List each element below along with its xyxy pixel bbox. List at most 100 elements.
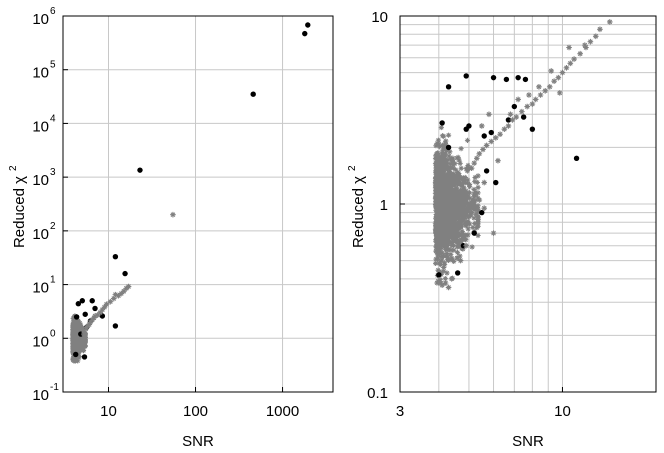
star-point bbox=[495, 157, 501, 164]
star-point bbox=[83, 326, 89, 332]
star-point bbox=[460, 233, 467, 239]
star-point bbox=[451, 258, 457, 265]
star-point bbox=[454, 255, 460, 261]
star-point bbox=[460, 175, 466, 181]
dot-point bbox=[122, 270, 128, 277]
star-point bbox=[445, 257, 452, 264]
star-point bbox=[439, 133, 446, 139]
y-axis-label-superscript: 2 bbox=[347, 165, 358, 171]
star-point bbox=[445, 190, 451, 196]
star-point bbox=[453, 191, 459, 197]
star-point bbox=[490, 230, 497, 236]
star-point bbox=[438, 269, 444, 275]
star-point bbox=[445, 284, 452, 291]
star-point bbox=[452, 160, 458, 167]
star-point bbox=[469, 244, 475, 250]
y-tick-labels: 0.1 1 10 bbox=[367, 9, 405, 402]
star-point bbox=[471, 194, 477, 200]
dot-point bbox=[488, 129, 494, 136]
star-point bbox=[70, 355, 76, 361]
star-point bbox=[437, 172, 443, 178]
star-point bbox=[445, 203, 451, 209]
star-point bbox=[597, 26, 603, 33]
star-point bbox=[103, 301, 110, 308]
star-point bbox=[112, 291, 119, 298]
star-point bbox=[446, 194, 452, 200]
star-point bbox=[440, 198, 447, 205]
star-point bbox=[447, 165, 453, 171]
star-point bbox=[444, 250, 450, 257]
star-point bbox=[448, 276, 455, 282]
star-point bbox=[440, 224, 447, 230]
star-point bbox=[440, 220, 447, 227]
star-point bbox=[475, 184, 481, 191]
star-point bbox=[472, 174, 478, 181]
star-point bbox=[451, 181, 457, 188]
star-point bbox=[437, 155, 443, 161]
star-point bbox=[439, 148, 446, 154]
star-point bbox=[470, 224, 476, 231]
star-point bbox=[79, 335, 86, 341]
star-point bbox=[444, 160, 450, 166]
star-point bbox=[435, 255, 441, 261]
star-point bbox=[439, 250, 445, 256]
star-point bbox=[460, 176, 466, 182]
star-point bbox=[433, 168, 439, 174]
star-point bbox=[450, 165, 456, 171]
dot-point bbox=[302, 30, 308, 37]
star-point bbox=[447, 222, 453, 228]
star-point bbox=[73, 329, 79, 335]
star-point bbox=[435, 233, 441, 239]
y-tick-label: 10 bbox=[32, 280, 49, 297]
star-point bbox=[446, 224, 452, 230]
star-point bbox=[438, 124, 444, 131]
star-point bbox=[437, 144, 443, 150]
star-point bbox=[452, 229, 458, 236]
star-point bbox=[456, 201, 462, 207]
star-point bbox=[445, 254, 451, 260]
star-point bbox=[440, 152, 446, 159]
star-point bbox=[473, 224, 480, 231]
star-point bbox=[436, 141, 442, 147]
star-point bbox=[436, 190, 443, 196]
y-tick-label: 10 bbox=[32, 226, 49, 243]
dot-point bbox=[463, 73, 469, 79]
dot-point bbox=[82, 311, 88, 317]
star-point bbox=[458, 189, 465, 195]
star-point bbox=[440, 172, 447, 179]
star-point bbox=[449, 242, 455, 249]
star-point bbox=[450, 173, 456, 179]
x-tick-label: 1000 bbox=[266, 403, 299, 420]
dot-point bbox=[573, 155, 580, 162]
star-point bbox=[436, 211, 442, 217]
star-point bbox=[439, 253, 445, 260]
star-point bbox=[475, 203, 481, 209]
star-point bbox=[435, 185, 442, 192]
star-point bbox=[70, 322, 76, 328]
star-point bbox=[462, 199, 468, 206]
star-point bbox=[445, 205, 451, 211]
dot-point bbox=[529, 126, 536, 132]
star-point bbox=[450, 200, 456, 206]
star-point bbox=[443, 138, 449, 144]
star-point bbox=[463, 197, 469, 203]
dot-point bbox=[250, 91, 256, 97]
star-point bbox=[451, 197, 457, 203]
y-axis-label-text: Reduced χ bbox=[350, 176, 367, 248]
star-point bbox=[435, 150, 441, 156]
star-point bbox=[458, 221, 464, 227]
dot-point bbox=[81, 354, 88, 360]
star-point bbox=[435, 195, 441, 201]
dot-point bbox=[454, 270, 461, 276]
star-point bbox=[448, 212, 454, 218]
star-point bbox=[442, 233, 448, 239]
star-point bbox=[432, 194, 439, 200]
star-point bbox=[439, 192, 445, 198]
star-point bbox=[449, 156, 455, 163]
star-point bbox=[460, 235, 466, 242]
star-point bbox=[435, 156, 441, 162]
series-star bbox=[439, 19, 613, 291]
star-point bbox=[433, 189, 439, 195]
star-point bbox=[563, 65, 570, 71]
